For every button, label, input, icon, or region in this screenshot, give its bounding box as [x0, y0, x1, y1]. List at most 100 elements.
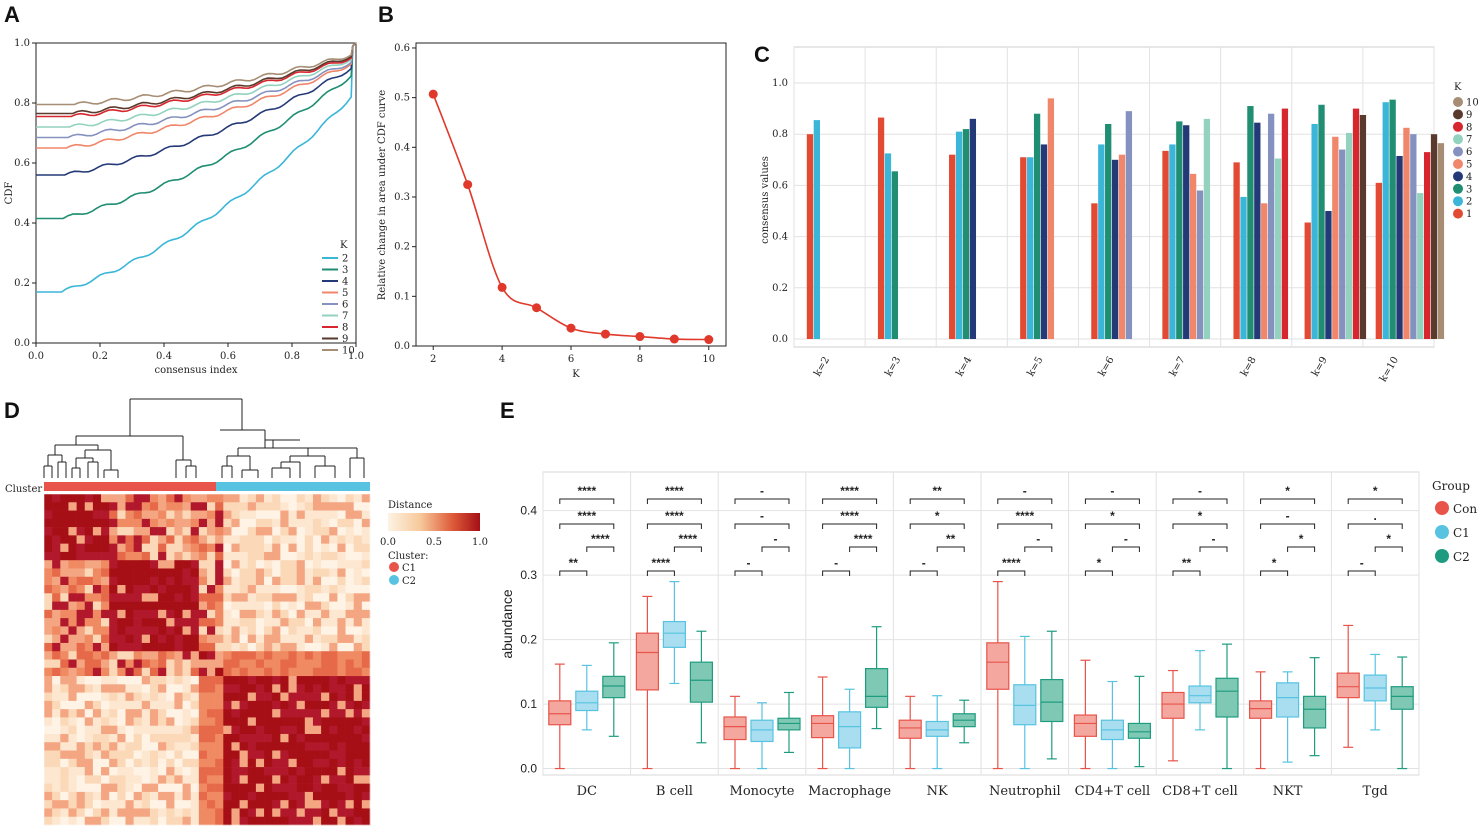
- heatmap-cell: [109, 551, 118, 561]
- heatmap-cell: [329, 626, 338, 635]
- box-Tgd-C1: [1363, 653, 1387, 731]
- heatmap-cell: [84, 758, 94, 768]
- heatmap-cell: [207, 651, 216, 660]
- heatmap-cell: [52, 659, 61, 669]
- consensus-bar-k=6-c5: [1118, 154, 1126, 339]
- heatmap-cell: [304, 527, 314, 536]
- heatmap-cell: [101, 767, 110, 776]
- heatmap-cell: [329, 808, 338, 818]
- heatmap-cell: [141, 775, 151, 784]
- heatmap-cell: [207, 684, 216, 693]
- heatmap-cell: [76, 659, 86, 669]
- sig-bracket: [646, 523, 702, 529]
- heatmap-cell: [109, 527, 118, 536]
- heatmap-cell: [247, 518, 257, 528]
- heatmap-cell: [255, 692, 265, 702]
- cdf-x-tick: 0.6: [220, 351, 236, 362]
- heatmap-cell: [264, 518, 273, 528]
- heatmap-cell: [68, 659, 77, 669]
- heatmap-cell: [304, 692, 314, 702]
- box-body: [864, 668, 889, 708]
- heatmap-cell: [141, 593, 151, 602]
- sig-label: ****: [652, 556, 671, 570]
- heatmap-cell: [60, 800, 69, 809]
- heatmap-cell: [117, 494, 126, 503]
- heatmap-cell: [141, 560, 151, 569]
- heatmap-cell: [247, 700, 257, 710]
- heatmap-cell: [288, 601, 297, 611]
- heatmap-cell: [190, 568, 200, 578]
- heatmap-cell: [92, 733, 102, 743]
- cdf-legend-title: K: [340, 240, 348, 251]
- heatmap-cell: [345, 634, 354, 644]
- heatmap-cell: [329, 750, 338, 760]
- heatmap-cell: [207, 543, 216, 553]
- delta-y-tick: 0.3: [394, 192, 410, 203]
- heatmap-cell: [109, 659, 118, 669]
- heatmap-cell: [264, 634, 273, 644]
- heatmap-cell: [84, 800, 94, 809]
- heatmap-cell: [288, 742, 297, 751]
- heatmap-cell: [280, 601, 289, 611]
- heatmap-cell: [272, 510, 281, 520]
- heatmap-cell: [125, 593, 134, 602]
- sig-label: -: [1212, 532, 1216, 546]
- heatmap-cell: [353, 750, 363, 760]
- heatmap-cell: [44, 593, 53, 602]
- heatmap-cell: [190, 775, 200, 784]
- box-body: [689, 661, 714, 703]
- heatmap-cell: [312, 585, 322, 594]
- heatmap-cell: [288, 667, 297, 677]
- heatmap-cell: [337, 758, 346, 768]
- cdf-x-label: consensus index: [154, 365, 237, 376]
- heatmap-cell: [296, 560, 306, 569]
- heatmap-cell: [60, 767, 69, 776]
- heatmap-cell: [101, 593, 110, 602]
- heatmap-cell: [76, 626, 86, 635]
- heatmap-cell: [272, 535, 281, 544]
- heatmap-cell: [345, 601, 354, 611]
- heatmap-cell: [312, 518, 322, 528]
- heatmap-cell: [166, 767, 175, 776]
- heatmap-cell: [264, 568, 273, 578]
- heatmap-cell: [117, 659, 126, 669]
- heatmap-cell: [353, 767, 363, 776]
- heatmap-cell: [198, 642, 208, 652]
- heatmap-cell: [84, 783, 94, 793]
- heatmap-cell: [174, 543, 183, 553]
- heatmap-cell: [239, 758, 249, 768]
- heatmap-cell: [255, 783, 265, 793]
- heatmap-cell: [190, 742, 200, 751]
- heatmap-cell: [190, 667, 200, 677]
- heatmap-cell: [312, 692, 322, 702]
- heatmap-cell: [255, 725, 265, 735]
- box-NKT-Con: [1248, 671, 1273, 770]
- heatmap-cell: [329, 518, 338, 528]
- heatmap-cell: [133, 576, 143, 586]
- heatmap-cell: [223, 725, 232, 735]
- heatmap-cell: [76, 543, 86, 553]
- heatmap-cell: [190, 684, 200, 693]
- heatmap-cell: [280, 733, 289, 743]
- heatmap-cell: [84, 527, 94, 536]
- heatmap-cell: [231, 684, 240, 693]
- box-body: [925, 720, 949, 737]
- heatmap-cell: [52, 609, 61, 619]
- heatmap-cell: [117, 618, 126, 627]
- consensus-legend-swatch-2: [1453, 196, 1463, 207]
- heatmap-cell: [215, 651, 224, 660]
- heatmap-cell: [272, 758, 281, 768]
- heatmap-cell: [133, 709, 143, 718]
- heatmap-cell: [329, 560, 338, 569]
- heatmap-cell: [207, 535, 216, 544]
- heatmap-cell: [109, 560, 118, 569]
- heatmap-cell: [109, 684, 118, 693]
- heatmap-cell: [239, 733, 249, 743]
- heatmap-cell: [280, 791, 289, 801]
- sig-bracket: [559, 523, 615, 529]
- heatmap-cell: [76, 676, 86, 685]
- heatmap-cell: [182, 816, 191, 826]
- consensus-legend-label-5: 5: [1466, 160, 1472, 171]
- heatmap-cell: [337, 791, 346, 801]
- heatmap-cell: [304, 609, 314, 619]
